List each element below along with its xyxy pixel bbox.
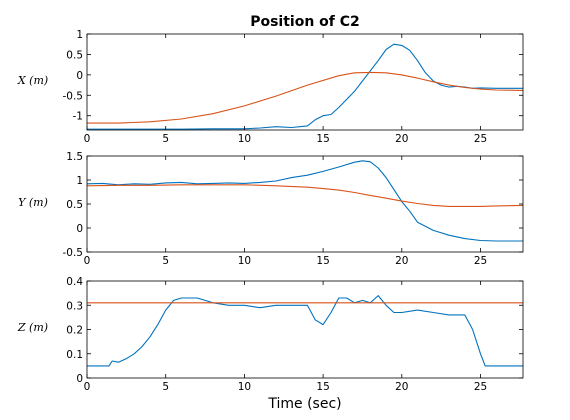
subplot-y: 0 5 10 15 20 251.510.50-0.5 Y (m) (18, 151, 524, 267)
subplot-x: 0 5 10 15 20 25 1 0.5 0 -0.5 -1 X (m) (17, 29, 524, 145)
subplot-x-ticks: 0 5 10 15 20 25 1 0.5 0 -0.5 -1 (63, 29, 523, 145)
y-tick-label: -0.5 (63, 247, 84, 259)
subplot-y-series-reference-line (86, 184, 524, 207)
y-tick-label: 0.4 (66, 276, 83, 288)
y-tick-label: 0.2 (66, 325, 83, 337)
y-tick-label: 1.5 (66, 151, 83, 163)
subplot-y-series-measured-line (86, 160, 523, 242)
x-tick-label: 15 (316, 255, 329, 267)
x-tick-label: 5 (162, 133, 169, 145)
x-tick-label: 25 (474, 255, 487, 267)
subplot-z-ylabel: Z (m) (17, 321, 48, 334)
subplot-x-series (87, 43, 524, 130)
y-tick-label: -0.5 (63, 90, 84, 102)
subplot-y-ticks: 0 5 10 15 20 251.510.50-0.5 (63, 151, 523, 267)
y-tick-label: 0.5 (66, 49, 83, 61)
x-tick-label: 10 (238, 133, 251, 145)
x-tick-label: 25 (474, 381, 487, 393)
x-axis-label: Time (sec) (267, 396, 341, 412)
subplot-z: 0 5 10 15 20 25 0.4 0.3 0.2 0.1 0 Z (m) (17, 276, 524, 393)
y-tick-label: 0 (76, 70, 83, 82)
x-tick-label: 15 (316, 381, 329, 393)
x-tick-label: 10 (238, 255, 251, 267)
x-tick-label: 20 (395, 133, 408, 145)
x-tick-label: 5 (162, 381, 169, 393)
y-tick-label: 1 (76, 29, 83, 41)
subplot-x-series-reference-line (87, 71, 524, 124)
x-tick-label: 5 (162, 255, 169, 267)
subplot-x-ylabel: X (m) (17, 74, 48, 87)
x-tick-label: 20 (395, 255, 408, 267)
subplot-x-series-measured-line (87, 43, 523, 130)
x-tick-label: 25 (474, 133, 487, 145)
subplot-z-series (87, 295, 523, 367)
x-tick-label: 20 (395, 381, 408, 393)
y-tick-label: -1 (73, 111, 83, 123)
subplot-y-ylabel: Y (m) (18, 196, 48, 209)
y-tick-label: 0 (76, 373, 83, 385)
y-tick-label: 0.5 (66, 199, 83, 211)
x-tick-label: 15 (316, 133, 329, 145)
y-tick-label: 0.3 (66, 300, 83, 312)
subplot-z-series-measured-line (87, 295, 523, 367)
x-tick-label: 0 (84, 381, 91, 393)
subplot-y-series (86, 160, 524, 242)
y-tick-label: 0.1 (66, 349, 83, 361)
x-tick-label: 10 (238, 381, 251, 393)
y-tick-label: 1 (76, 175, 83, 187)
y-tick-label: 0 (76, 223, 83, 235)
x-tick-label: 0 (84, 133, 91, 145)
chart-title: Position of C2 (250, 14, 360, 30)
subplot-z-ticks: 0 5 10 15 20 25 0.4 0.3 0.2 0.1 0 (66, 276, 523, 393)
x-tick-label: 0 (84, 255, 91, 267)
subplot-x-axes-frame (86, 33, 524, 131)
